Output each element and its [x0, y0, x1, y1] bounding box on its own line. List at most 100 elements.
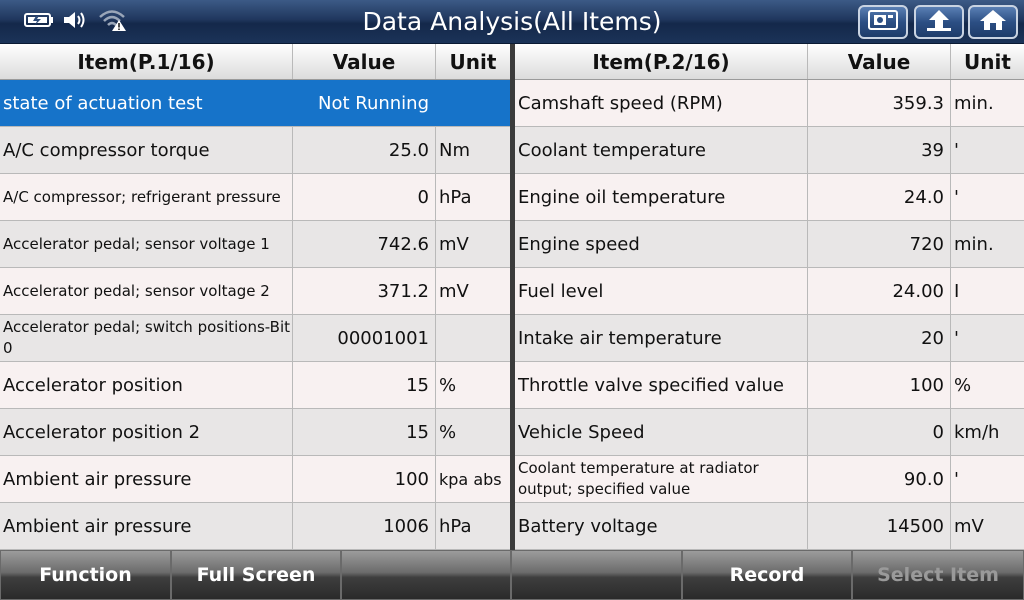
item-unit: km/h — [954, 421, 1000, 443]
item-value: 0 — [293, 174, 436, 220]
item-name: Accelerator position — [0, 362, 293, 408]
item-name: A/C compressor torque — [0, 127, 293, 173]
table-row[interactable]: Vehicle Speed 0 km/h — [515, 409, 1024, 456]
wifi-warning-icon — [98, 8, 128, 36]
item-name: Intake air temperature — [515, 315, 808, 361]
item-unit: min. — [954, 233, 994, 255]
table-row[interactable]: Coolant temperature at radiator output; … — [515, 456, 1024, 503]
column-header-unit: Unit — [449, 49, 497, 74]
item-unit: ' — [954, 139, 959, 161]
item-name: A/C compressor; refrigerant pressure — [0, 174, 293, 220]
item-unit: ' — [954, 327, 959, 349]
item-unit: Nm — [439, 139, 470, 161]
column-header-value: Value — [808, 44, 951, 79]
item-unit: % — [954, 374, 972, 396]
battery-icon — [24, 12, 54, 32]
table-row[interactable]: Accelerator position 2 15 % — [0, 409, 510, 456]
table-row[interactable]: Battery voltage 14500 mV — [515, 503, 1024, 550]
item-value: 24.00 — [808, 268, 951, 314]
item-name: Accelerator pedal; switch positions-Bit … — [0, 315, 293, 361]
table-row[interactable]: Accelerator pedal; sensor voltage 1 742.… — [0, 221, 510, 268]
item-value: 371.2 — [293, 268, 436, 314]
item-unit: % — [439, 374, 457, 396]
item-unit: ' — [954, 186, 959, 208]
home-button[interactable] — [968, 5, 1018, 39]
data-table-page-1: Item(P.1/16) Value Unit state of actuati… — [0, 44, 510, 550]
item-value: 24.0 — [808, 174, 951, 220]
table-row[interactable]: A/C compressor; refrigerant pressure 0 h… — [0, 174, 510, 221]
table-row[interactable]: Accelerator position 15 % — [0, 362, 510, 409]
item-unit: min. — [954, 92, 994, 114]
column-header-item[interactable]: Item(P.1/16) — [0, 44, 293, 79]
item-name: Camshaft speed (RPM) — [515, 80, 808, 126]
item-unit: hPa — [439, 186, 472, 208]
item-name: Vehicle Speed — [515, 409, 808, 455]
home-icon — [978, 8, 1008, 36]
item-value: 90.0 — [808, 456, 951, 502]
item-value: 14500 — [808, 503, 951, 549]
item-name: Battery voltage — [515, 503, 808, 549]
item-unit: mV — [954, 515, 984, 537]
column-header-item[interactable]: Item(P.2/16) — [515, 44, 808, 79]
speaker-icon[interactable] — [62, 9, 90, 35]
back-button[interactable] — [914, 5, 964, 39]
full-screen-button[interactable]: Full Screen — [171, 550, 341, 600]
table-row[interactable]: A/C compressor torque 25.0 Nm — [0, 127, 510, 174]
empty-button-4[interactable] — [511, 550, 682, 600]
table-row[interactable]: Engine speed 720 min. — [515, 221, 1024, 268]
table-row[interactable]: Intake air temperature 20 ' — [515, 315, 1024, 362]
item-name: Accelerator pedal; sensor voltage 2 — [0, 268, 293, 314]
item-unit: mV — [439, 233, 469, 255]
column-header-unit: Unit — [964, 49, 1011, 74]
item-name: Throttle valve specified value — [515, 362, 808, 408]
item-name: Engine speed — [515, 221, 808, 267]
table-row[interactable]: Throttle valve specified value 100 % — [515, 362, 1024, 409]
item-value: 0 — [808, 409, 951, 455]
table-row[interactable]: state of actuation test Not Running — [0, 80, 510, 127]
item-name: Engine oil temperature — [515, 174, 808, 220]
item-unit: ' — [954, 468, 959, 490]
table-row[interactable]: Fuel level 24.00 I — [515, 268, 1024, 315]
item-value: 39 — [808, 127, 951, 173]
table-row[interactable]: Ambient air pressure 1006 hPa — [0, 503, 510, 550]
table-row[interactable]: Camshaft speed (RPM) 359.3 min. — [515, 80, 1024, 127]
item-value: 00001001 — [293, 315, 436, 361]
item-name: Ambient air pressure — [0, 503, 293, 549]
bottom-toolbar: Function Full Screen Record Select Item — [0, 550, 1024, 600]
item-unit — [436, 80, 510, 126]
item-value: 1006 — [293, 503, 436, 549]
item-name: state of actuation test — [0, 80, 293, 126]
table-header: Item(P.1/16) Value Unit — [0, 44, 510, 80]
title-bar: Data Analysis(All Items) — [0, 0, 1024, 44]
record-button[interactable]: Record — [682, 550, 852, 600]
page-title: Data Analysis(All Items) — [362, 7, 662, 36]
item-unit: hPa — [439, 515, 472, 537]
item-unit: % — [439, 421, 457, 443]
table-row[interactable]: Ambient air pressure 100 kpa abs — [0, 456, 510, 503]
table-row[interactable]: Coolant temperature 39 ' — [515, 127, 1024, 174]
item-name: Ambient air pressure — [0, 456, 293, 502]
screenshot-button[interactable] — [858, 5, 908, 39]
select-item-button[interactable]: Select Item — [852, 550, 1024, 600]
data-table-page-2: Item(P.2/16) Value Unit Camshaft speed (… — [515, 44, 1024, 550]
item-value: 359.3 — [808, 80, 951, 126]
status-icons — [24, 9, 128, 35]
function-button[interactable]: Function — [0, 550, 171, 600]
item-name: Fuel level — [515, 268, 808, 314]
panel-divider — [510, 44, 515, 550]
screenshot-icon — [868, 9, 898, 35]
item-value: 15 — [293, 409, 436, 455]
back-arrow-icon — [924, 8, 954, 36]
item-value: 20 — [808, 315, 951, 361]
item-unit: I — [954, 280, 960, 302]
table-row[interactable]: Accelerator pedal; switch positions-Bit … — [0, 315, 510, 362]
item-name: Coolant temperature — [515, 127, 808, 173]
table-header: Item(P.2/16) Value Unit — [515, 44, 1024, 80]
item-value: 25.0 — [293, 127, 436, 173]
item-value: 100 — [293, 456, 436, 502]
item-name: Accelerator pedal; sensor voltage 1 — [0, 221, 293, 267]
empty-button-3[interactable] — [341, 550, 511, 600]
table-row[interactable]: Engine oil temperature 24.0 ' — [515, 174, 1024, 221]
item-value: 742.6 — [293, 221, 436, 267]
table-row[interactable]: Accelerator pedal; sensor voltage 2 371.… — [0, 268, 510, 315]
